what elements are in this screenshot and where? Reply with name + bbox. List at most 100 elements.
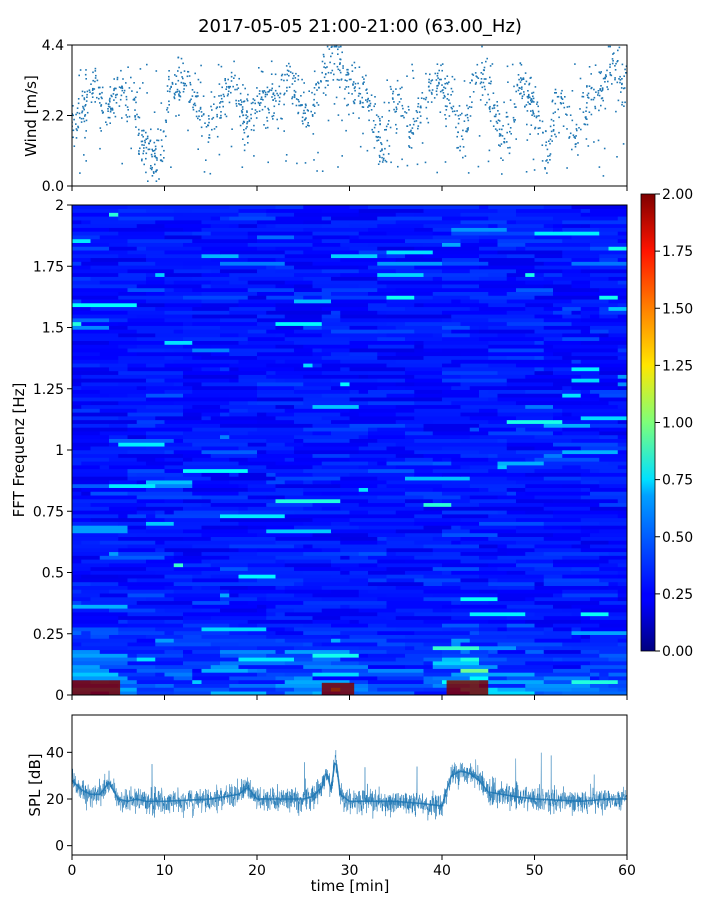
wind-point	[108, 116, 111, 119]
spectrogram-cell	[266, 608, 295, 613]
spectrogram-cell	[543, 336, 563, 341]
spectrogram-cell	[534, 355, 545, 360]
spectrogram-cell	[118, 355, 165, 360]
spectrogram-cell	[118, 291, 147, 296]
wind-point	[215, 107, 218, 110]
wind-point	[329, 61, 331, 64]
spectrogram-cell	[331, 634, 350, 639]
wind-point	[72, 136, 74, 139]
spectrogram-cell	[516, 563, 554, 568]
spectrogram-cell	[210, 536, 276, 541]
wind-point	[267, 161, 269, 164]
spectrogram-cell	[497, 367, 535, 372]
wind-point	[358, 66, 361, 68]
wind-point	[303, 119, 306, 121]
spectrogram-cell	[590, 661, 627, 666]
spectrogram-cell	[72, 510, 138, 515]
spectrogram-cell	[229, 310, 267, 315]
spectrogram-cell	[331, 638, 341, 643]
spectrogram-cell	[72, 517, 91, 522]
spectrogram-cell	[312, 431, 332, 436]
spectrogram-cell	[220, 585, 249, 590]
wind-point	[539, 127, 541, 129]
spectrogram-cell	[617, 404, 627, 409]
spectrogram-cell	[127, 604, 193, 609]
wind-point	[253, 129, 255, 132]
wind-point	[243, 131, 246, 134]
spectrogram-cell	[525, 404, 554, 409]
spectrogram-cell	[358, 269, 397, 274]
spectrogram-cell	[118, 627, 156, 632]
wind-point	[120, 87, 122, 89]
spectrogram-cell	[368, 555, 397, 560]
spectrogram-cell	[72, 649, 101, 654]
wind-point	[109, 110, 112, 113]
wind-point	[244, 87, 246, 90]
spectrogram-cell	[81, 374, 147, 379]
spectrogram-cell	[72, 548, 119, 553]
spectrogram-cell	[432, 427, 471, 432]
spectrogram-cell	[229, 280, 249, 285]
spectrogram-cell	[543, 261, 572, 266]
spectrogram-cell	[451, 570, 508, 575]
wind-point	[498, 113, 501, 115]
wind-point	[288, 86, 291, 88]
spectrogram-cell	[386, 393, 415, 398]
wind-point	[233, 60, 235, 63]
spectrogram-cell	[432, 548, 498, 553]
wind-point	[398, 101, 401, 103]
wind-point	[492, 92, 495, 94]
wind-point	[396, 128, 398, 130]
spectrogram-cell	[432, 333, 443, 338]
wind-point	[158, 178, 160, 180]
spectrogram-cell	[118, 630, 165, 635]
wind-point	[590, 113, 593, 116]
spectrogram-cell	[146, 597, 175, 602]
spectrogram-cell	[386, 566, 434, 571]
wind-point	[502, 159, 504, 161]
spectrogram-cell	[127, 242, 184, 247]
spectrogram-cell	[497, 555, 563, 560]
wind-point	[118, 105, 121, 107]
wind-point	[321, 71, 323, 74]
spectrogram-cell	[460, 517, 517, 522]
wind-point	[113, 99, 115, 101]
spectrogram-cell	[284, 442, 304, 447]
wind-point	[586, 85, 588, 87]
wind-point	[278, 100, 281, 103]
spectrogram-cell	[525, 280, 554, 285]
wind-point	[313, 105, 316, 107]
spectrogram-cell	[294, 291, 332, 296]
spectrogram-cell	[442, 284, 480, 289]
wind-point	[109, 86, 112, 88]
wind-point	[136, 113, 138, 116]
wind-point	[440, 64, 442, 67]
wind-point	[139, 87, 141, 90]
spectrogram-cell	[479, 336, 545, 341]
spl-ylabel: SPL [dB]	[26, 753, 44, 816]
spectrogram-cell	[395, 585, 461, 590]
spectrogram-cell	[386, 250, 434, 255]
spectrogram-cell	[99, 627, 119, 632]
spectrogram-cell	[192, 404, 221, 409]
spectrogram-cell	[118, 619, 128, 624]
wind-point	[220, 117, 222, 119]
spectrogram-cell	[571, 284, 591, 289]
spectrogram-cell	[72, 419, 138, 424]
spectrogram-cell	[146, 397, 212, 402]
spectrogram-cell	[118, 254, 147, 259]
spectrogram-cell	[405, 457, 434, 462]
spectrogram-cell	[525, 487, 582, 492]
wind-point	[238, 103, 240, 105]
spectrogram-cell	[72, 382, 82, 387]
wind-point	[536, 103, 538, 105]
wind-point	[189, 81, 191, 84]
spectrogram-cell	[331, 385, 341, 390]
wind-point	[283, 79, 285, 82]
spectrogram-cell	[479, 299, 508, 304]
wind-point	[141, 134, 143, 136]
spectrogram-cell	[479, 254, 508, 259]
wind-point	[386, 79, 388, 81]
spectrogram-cell	[460, 352, 489, 357]
spectrogram-cell	[183, 461, 239, 466]
